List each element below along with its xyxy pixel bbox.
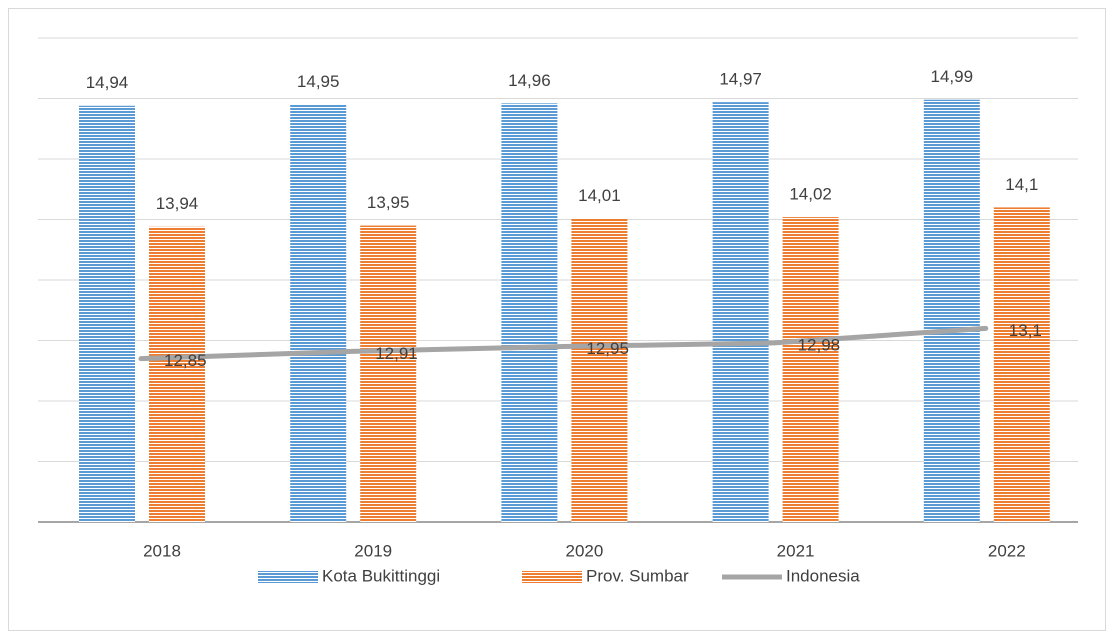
bar bbox=[79, 105, 135, 522]
data-label: 12,91 bbox=[375, 344, 418, 363]
bar bbox=[290, 104, 347, 523]
data-label: 14,95 bbox=[297, 72, 340, 91]
data-label: 12,98 bbox=[798, 335, 841, 354]
data-label: 13,1 bbox=[1009, 321, 1042, 340]
bar bbox=[782, 217, 839, 522]
x-tick-label: 2018 bbox=[143, 541, 181, 560]
line bbox=[138, 325, 989, 362]
bar bbox=[360, 225, 417, 523]
data-label: 12,95 bbox=[586, 339, 629, 358]
data-label: 14,96 bbox=[508, 71, 551, 90]
x-tick-label: 2022 bbox=[988, 541, 1026, 560]
bar bbox=[501, 103, 558, 522]
bar bbox=[149, 226, 205, 522]
legend-swatch bbox=[258, 571, 318, 583]
x-tick-label: 2021 bbox=[777, 541, 815, 560]
data-label: 13,95 bbox=[367, 193, 410, 212]
data-label: 14,99 bbox=[931, 67, 974, 86]
data-label: 14,1 bbox=[1005, 175, 1038, 194]
x-tick-label: 2019 bbox=[354, 541, 392, 560]
legend-swatch bbox=[522, 571, 582, 583]
x-tick-label: 2020 bbox=[565, 541, 603, 560]
data-label: 14,02 bbox=[789, 185, 832, 204]
data-label: 12,85 bbox=[164, 351, 207, 370]
bar bbox=[571, 218, 628, 523]
legend-label: Kota Bukittinggi bbox=[322, 566, 440, 585]
bar bbox=[993, 207, 1050, 522]
data-label: 13,94 bbox=[156, 194, 199, 213]
bar bbox=[712, 102, 769, 522]
legend-label: Prov. Sumbar bbox=[586, 566, 689, 585]
data-label: 14,97 bbox=[719, 70, 762, 89]
bar bbox=[923, 99, 980, 523]
data-label: 14,01 bbox=[578, 186, 621, 205]
data-label: 14,94 bbox=[86, 73, 129, 92]
legend-label: Indonesia bbox=[786, 566, 860, 585]
